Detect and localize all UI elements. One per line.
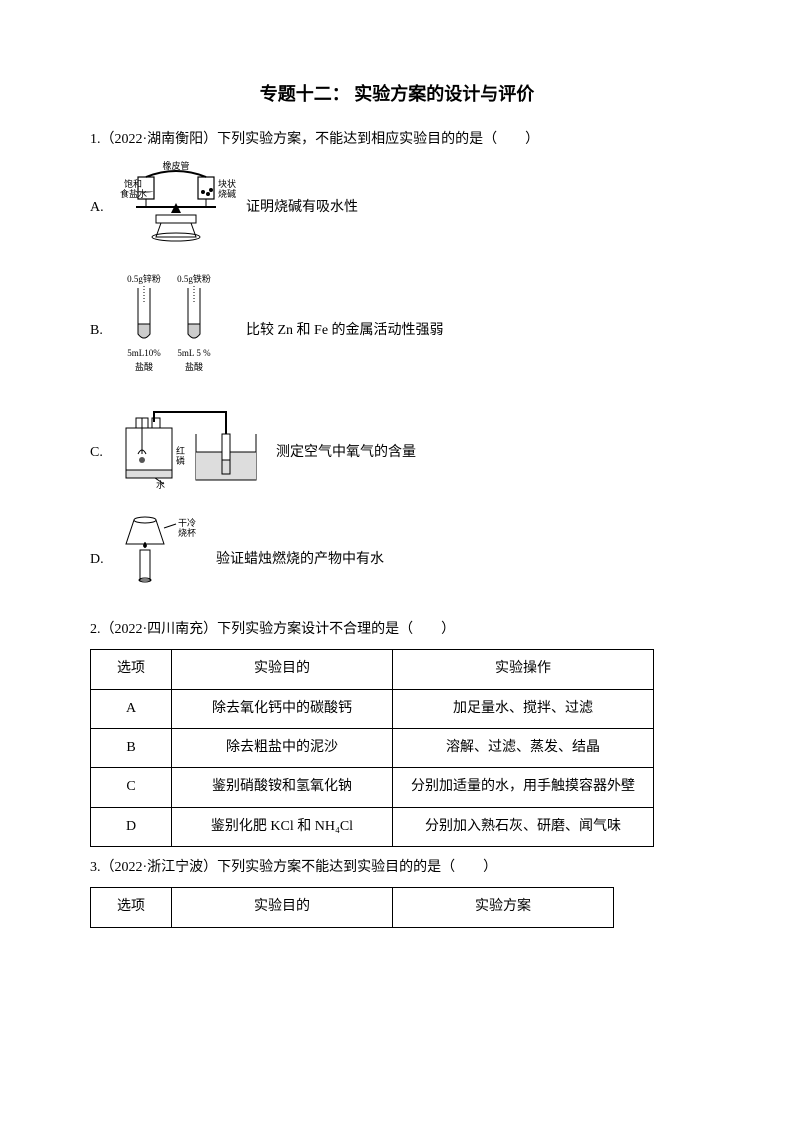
table-header: 选项	[91, 888, 172, 927]
test-tube-diagram: 0.5g锌粉 0.5g铁粉 5mL10% 5mL 5 % 盐酸 盐酸	[116, 272, 236, 390]
table-header: 实验方案	[393, 888, 614, 927]
table-header: 实验目的	[172, 650, 393, 689]
option-text-d: 验证蜡烛燃烧的产物中有水	[216, 549, 704, 571]
option-label-a: A.	[90, 197, 116, 219]
svg-text:5mL 5 %: 5mL 5 %	[177, 348, 211, 358]
balance-diagram: 橡皮管 饱和 食盐水 块状 烧碱	[116, 159, 236, 257]
table-cell: D	[91, 807, 172, 846]
svg-text:磷: 磷	[176, 455, 185, 466]
table-cell: 分别加适量的水，用手触摸容器外壁	[393, 768, 654, 807]
candle-beaker-diagram: 干冷 烧杯	[116, 516, 206, 604]
table-cell: 除去氧化钙中的碳酸钙	[172, 689, 393, 728]
page-title: 专题十二： 实验方案的设计与评价	[90, 80, 704, 109]
option-text-a: 证明烧碱有吸水性	[246, 197, 704, 219]
table-cell: B	[91, 728, 172, 767]
option-text-b: 比较 Zn 和 Fe 的金属活动性强弱	[246, 320, 704, 342]
table-cell: A	[91, 689, 172, 728]
table-cell: 除去粗盐中的泥沙	[172, 728, 393, 767]
option-label-d: D.	[90, 549, 116, 571]
svg-text:5mL10%: 5mL10%	[127, 348, 161, 358]
svg-text:0.5g锌粉: 0.5g锌粉	[127, 273, 161, 284]
option-text-c: 测定空气中氧气的含量	[276, 442, 704, 464]
question-1-stem: 1.（2022·湖南衡阳）下列实验方案，不能达到相应实验目的的是（ ）	[90, 129, 704, 151]
table-cell: 鉴别硝酸铵和氢氧化钠	[172, 768, 393, 807]
svg-text:红: 红	[176, 445, 185, 456]
svg-text:水: 水	[156, 479, 165, 490]
svg-text:盐酸: 盐酸	[185, 361, 203, 372]
svg-text:食盐水: 食盐水	[120, 188, 147, 199]
table-header: 实验目的	[172, 888, 393, 927]
table-row: C鉴别硝酸铵和氢氧化钠分别加适量的水，用手触摸容器外壁	[91, 768, 654, 807]
option-label-b: B.	[90, 320, 116, 342]
table-header: 选项	[91, 650, 172, 689]
svg-text:0.5g铁粉: 0.5g铁粉	[177, 273, 211, 284]
svg-text:烧杯: 烧杯	[178, 527, 196, 538]
table-cell: 溶解、过滤、蒸发、结晶	[393, 728, 654, 767]
table-row: A除去氧化钙中的碳酸钙加足量水、搅拌、过滤	[91, 689, 654, 728]
q1-option-d: D. 干冷 烧杯 验证蜡烛燃烧的产物中有水	[90, 516, 704, 604]
q2-table: 选项实验目的实验操作A除去氧化钙中的碳酸钙加足量水、搅拌、过滤B除去粗盐中的泥沙…	[90, 649, 654, 847]
svg-text:橡皮管: 橡皮管	[162, 160, 189, 171]
question-2-stem: 2.（2022·四川南充）下列实验方案设计不合理的是（ ）	[90, 619, 704, 641]
q1-option-b: B. 0.5g锌粉 0.5g铁粉 5mL10% 5mL 5 % 盐酸 盐酸 比较…	[90, 272, 704, 390]
table-cell: 鉴别化肥 KCl 和 NH₄Cl	[172, 807, 393, 846]
svg-text:盐酸: 盐酸	[135, 361, 153, 372]
table-header: 实验操作	[393, 650, 654, 689]
svg-text:块状: 块状	[218, 178, 236, 189]
option-label-c: C.	[90, 442, 116, 464]
table-row: D鉴别化肥 KCl 和 NH₄Cl分别加入熟石灰、研磨、闻气味	[91, 807, 654, 846]
table-cell: 加足量水、搅拌、过滤	[393, 689, 654, 728]
q1-option-a: A. 橡皮管 饱和 食盐水 块状 烧碱 证明烧碱有吸水性	[90, 159, 704, 257]
svg-text:饱和: 饱和	[124, 178, 142, 189]
oxygen-apparatus-diagram: 红 磷 水	[116, 404, 266, 502]
svg-text:干冷: 干冷	[178, 517, 196, 528]
question-3-stem: 3.（2022·浙江宁波）下列实验方案不能达到实验目的的是（ ）	[90, 857, 704, 879]
table-cell: 分别加入熟石灰、研磨、闻气味	[393, 807, 654, 846]
q3-table: 选项实验目的实验方案	[90, 887, 614, 927]
table-row: B除去粗盐中的泥沙溶解、过滤、蒸发、结晶	[91, 728, 654, 767]
table-cell: C	[91, 768, 172, 807]
q1-option-c: C. 红 磷 水 测定空气中氧气的含量	[90, 404, 704, 502]
svg-text:烧碱: 烧碱	[218, 188, 236, 199]
